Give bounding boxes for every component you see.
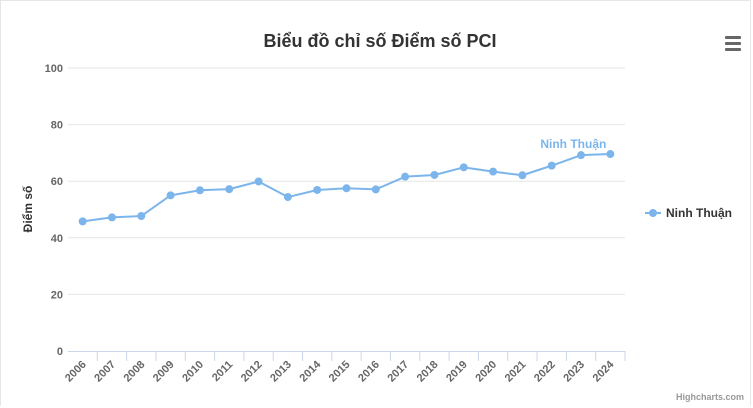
series-end-label: Ninh Thuận (540, 137, 606, 151)
x-tick-label: 2006 (63, 359, 89, 385)
x-tick-label: 2017 (385, 359, 411, 385)
data-point[interactable] (489, 167, 498, 176)
data-point[interactable] (371, 185, 380, 194)
x-tick-label: 2016 (356, 359, 382, 385)
data-point[interactable] (518, 171, 527, 180)
x-tick-label: 2023 (561, 359, 587, 385)
data-point[interactable] (107, 213, 116, 222)
x-tick-label: 2019 (444, 359, 470, 385)
credits-link[interactable]: Highcharts.com (676, 392, 744, 402)
y-tick-label: 80 (51, 120, 63, 132)
data-point[interactable] (166, 191, 175, 200)
y-axis-title: Điểm số (21, 186, 35, 233)
x-tick-label: 2008 (122, 359, 148, 385)
x-tick-label: 2024 (591, 358, 617, 384)
legend-item-label[interactable]: Ninh Thuận (666, 206, 732, 220)
legend[interactable]: Ninh Thuận (645, 206, 732, 220)
data-point[interactable] (606, 150, 615, 159)
x-tick-label: 2018 (415, 359, 441, 385)
chart-title: Biểu đồ chỉ số Điểm số PCI (263, 31, 496, 51)
legend-marker-icon[interactable] (649, 209, 657, 217)
data-point[interactable] (547, 161, 556, 170)
series-ninh-thuan[interactable]: Ninh Thuận (78, 137, 615, 226)
x-tick-label: 2020 (473, 359, 499, 385)
data-point[interactable] (225, 185, 234, 194)
data-point[interactable] (283, 193, 292, 202)
x-tick-label: 2009 (151, 359, 177, 385)
x-tick-label: 2010 (180, 359, 206, 385)
y-tick-label: 40 (51, 233, 63, 245)
x-tick-label: 2007 (92, 359, 118, 385)
data-point[interactable] (459, 163, 468, 172)
x-tick-label: 2012 (239, 359, 265, 385)
grid (68, 67, 625, 295)
data-point[interactable] (313, 185, 322, 194)
data-point[interactable] (137, 212, 146, 221)
data-point[interactable] (254, 177, 263, 186)
y-tick-label: 100 (45, 63, 63, 75)
data-point[interactable] (430, 170, 439, 179)
data-point[interactable] (342, 184, 351, 193)
x-tick-label: 2011 (210, 359, 235, 384)
y-tick-label: 0 (57, 346, 63, 358)
data-point[interactable] (78, 217, 87, 226)
x-tick-label: 2015 (327, 359, 353, 385)
x-tick-label: 2022 (532, 359, 558, 385)
data-point[interactable] (577, 151, 586, 160)
y-tick-label: 20 (51, 289, 63, 301)
hamburger-menu-icon[interactable] (722, 33, 744, 53)
x-tick-label: 2013 (268, 359, 294, 385)
x-tick-label: 2014 (298, 358, 324, 384)
y-tick-label: 60 (51, 176, 63, 188)
data-point[interactable] (401, 172, 410, 181)
data-point[interactable] (195, 186, 204, 195)
x-axis: 2006 2007 2008 2009 2010 2011 2012 2013 2014 2015… (63, 351, 626, 385)
x-tick-label: 2021 (503, 359, 529, 385)
y-axis: 0 20 40 60 80 100 (45, 63, 63, 358)
